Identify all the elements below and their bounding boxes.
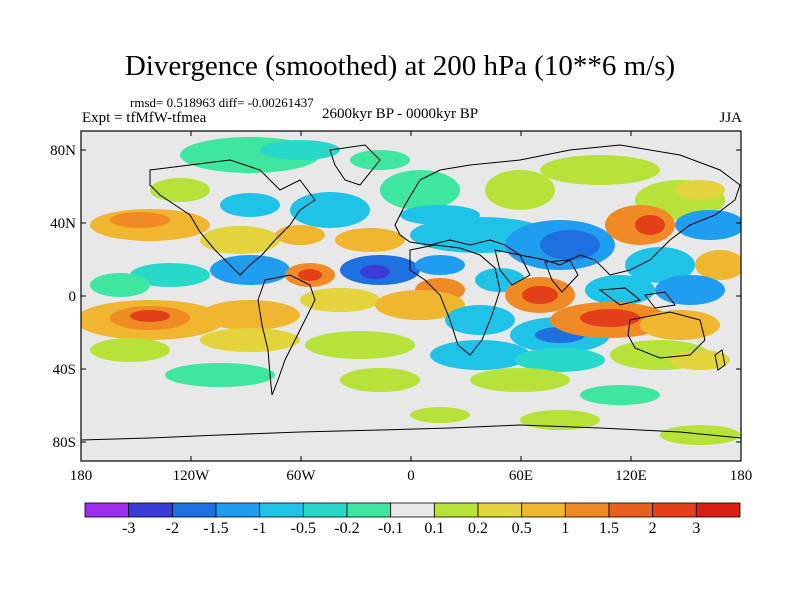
lon-label-180w: 180 bbox=[70, 468, 93, 484]
period-label: 2600kyr BP - 0000kyr BP bbox=[321, 106, 479, 122]
lon-label-180e: 180 bbox=[730, 468, 753, 484]
colorbar-swatch bbox=[346, 502, 392, 518]
lat-label-40n: 40N bbox=[50, 216, 76, 232]
colorbar-swatch bbox=[215, 502, 261, 518]
colorbar-swatch bbox=[695, 502, 741, 518]
lon-label-120w: 120W bbox=[173, 468, 211, 484]
colorbar-label: -1 bbox=[252, 520, 267, 537]
lon-label-0: 0 bbox=[407, 468, 415, 484]
colorbar-label: -3 bbox=[121, 520, 136, 537]
colorbar-swatch bbox=[128, 502, 173, 518]
colorbar-label: 0.5 bbox=[511, 520, 532, 537]
lon-axis: 180 120W 60W 0 60E 120E 180 bbox=[70, 131, 753, 484]
contour-fills bbox=[81, 137, 741, 445]
colorbar-label: 2 bbox=[648, 520, 657, 537]
colorbar-swatch bbox=[521, 502, 566, 518]
lon-label-60w: 60W bbox=[286, 468, 316, 484]
lon-label-120e: 120E bbox=[615, 468, 647, 484]
colorbar-label: 0.1 bbox=[424, 520, 445, 537]
experiment-label: Expt = tfMfW-tfmea bbox=[82, 110, 207, 126]
colorbar-labels: -3 -2 -1.5 -1 -0.5 -0.2 -0.1 0.1 0.2 0.5 1 1.5 2 3 bbox=[0, 520, 800, 540]
colorbar-label: -0.5 bbox=[290, 520, 316, 537]
colorbar-label: 1.5 bbox=[599, 520, 619, 537]
colorbar-swatch bbox=[652, 502, 697, 518]
colorbar bbox=[84, 502, 741, 518]
colorbar-label: -1.5 bbox=[203, 520, 229, 537]
colorbar-swatch bbox=[564, 502, 610, 518]
stats-label: rmsd= 0.518963 diff= -0.00261437 bbox=[130, 95, 314, 110]
coastlines bbox=[81, 144, 741, 441]
plot-title: Divergence (smoothed) at 200 hPa (10**6 … bbox=[124, 50, 676, 82]
colorbar-swatch bbox=[608, 502, 654, 518]
colorbar-label: -0.2 bbox=[334, 520, 360, 537]
colorbar-label: -2 bbox=[165, 520, 179, 537]
colorbar-swatch bbox=[84, 502, 130, 518]
lon-label-60e: 60E bbox=[509, 468, 533, 484]
colorbar-label: -0.1 bbox=[377, 520, 404, 537]
colorbar-swatch bbox=[390, 502, 435, 518]
colorbar-swatch bbox=[477, 502, 523, 518]
colorbar-swatch bbox=[302, 502, 348, 518]
colorbar-swatch bbox=[259, 502, 304, 518]
colorbar-swatch bbox=[171, 502, 217, 518]
lat-label-80s: 80S bbox=[53, 435, 76, 451]
lat-label-0: 0 bbox=[69, 289, 77, 305]
lat-axis: 80N 40N 0 40S 80S bbox=[50, 143, 741, 451]
lat-label-80n: 80N bbox=[50, 143, 76, 159]
colorbar-label: 0.2 bbox=[468, 520, 488, 537]
colorbar-label: 3 bbox=[692, 520, 701, 537]
colorbar-swatch bbox=[433, 502, 479, 518]
colorbar-label: 1 bbox=[561, 520, 570, 537]
season-label: JJA bbox=[719, 110, 742, 126]
lat-label-40s: 40S bbox=[53, 362, 76, 378]
